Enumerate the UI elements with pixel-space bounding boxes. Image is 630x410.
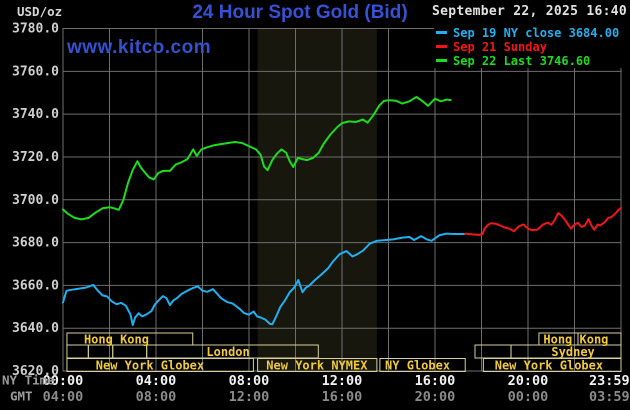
y-tick-label: 3680.0 <box>12 236 59 251</box>
series-line-2 <box>62 96 452 221</box>
legend-label-sep19: Sep 19 NY close 3684.00 <box>453 25 620 40</box>
session-box <box>66 358 254 372</box>
x-tick-ny: 08:00 <box>229 373 270 389</box>
session-box <box>474 344 512 359</box>
session-label: Sydney <box>551 345 594 359</box>
legend-swatch-green <box>436 58 447 62</box>
session-box <box>66 344 89 359</box>
kitco-watermark-link[interactable]: www.kitco.com <box>67 37 212 58</box>
legend-label-sep21: Sep 21 Sunday <box>453 39 547 54</box>
y-tick-label: 3780.0 <box>12 22 59 37</box>
session-label: Hong Kong <box>84 333 149 347</box>
legend-item-sep19: Sep 19 NY close 3684.00 <box>436 26 619 40</box>
session-label: NY Globex <box>385 359 450 373</box>
session-box <box>257 358 378 372</box>
axis-caption-ny-time: NY Time <box>2 373 55 388</box>
session-label: New York Globex <box>495 359 603 373</box>
chart-legend: Sep 19 NY close 3684.00 Sep 21 Sunday Se… <box>434 26 624 69</box>
timestamp-label: September 22, 2025 16:40 <box>431 4 627 19</box>
x-tick-gmt: 16:00 <box>322 389 363 405</box>
session-box <box>112 344 148 359</box>
x-tick-ny: 16:00 <box>415 373 456 389</box>
session-box <box>482 358 622 372</box>
x-tick-ny: 23:59 <box>589 373 630 389</box>
y-tick-label: 3740.0 <box>12 107 59 122</box>
series-line-1 <box>464 206 622 236</box>
session-label: New York NYMEX <box>266 359 368 373</box>
y-tick-label: 3700.0 <box>12 193 59 208</box>
axis-caption-gmt: GMT <box>10 389 33 404</box>
y-tick-label: 3720.0 <box>12 150 59 165</box>
session-label: Hong Kong <box>543 333 608 347</box>
session-box <box>379 358 466 372</box>
y-tick-label: 3620.0 <box>12 364 59 379</box>
session-label: London <box>206 345 249 359</box>
series-line-0 <box>62 232 466 326</box>
legend-label-sep22: Sep 22 Last 3746.60 <box>453 53 591 68</box>
page-title: 24 Hour Spot Gold (Bid) <box>192 2 408 23</box>
x-tick-ny: 12:00 <box>322 373 363 389</box>
legend-swatch-red <box>436 45 447 49</box>
x-tick-ny: 00:00 <box>43 373 84 389</box>
x-tick-gmt: 12:00 <box>229 389 270 405</box>
x-tick-gmt: 04:00 <box>43 389 84 405</box>
x-tick-gmt: 20:00 <box>415 389 456 405</box>
legend-swatch-cyan <box>436 31 447 35</box>
session-label: New York Globex <box>96 359 204 373</box>
y-axis-units-label: USD/oz <box>17 4 63 19</box>
legend-item-sep21: Sep 21 Sunday <box>436 40 619 54</box>
x-tick-ny: 04:00 <box>136 373 177 389</box>
x-tick-gmt: 08:00 <box>136 389 177 405</box>
y-tick-label: 3760.0 <box>12 64 59 79</box>
x-tick-ny: 20:00 <box>508 373 549 389</box>
y-tick-label: 3660.0 <box>12 278 59 293</box>
y-tick-label: 3640.0 <box>12 321 59 336</box>
x-tick-gmt: 00:00 <box>508 389 549 405</box>
x-tick-gmt: 03:59 <box>589 389 630 405</box>
legend-item-sep22: Sep 22 Last 3746.60 <box>436 54 619 68</box>
